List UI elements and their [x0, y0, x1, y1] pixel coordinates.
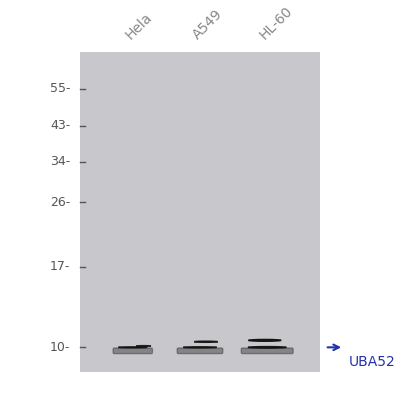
- Text: HL-60: HL-60: [257, 4, 296, 42]
- FancyBboxPatch shape: [177, 348, 223, 354]
- Text: UBA52: UBA52: [349, 355, 396, 369]
- Text: 17-: 17-: [50, 260, 70, 273]
- Text: 43-: 43-: [50, 120, 70, 132]
- Text: A549: A549: [190, 7, 225, 42]
- Ellipse shape: [194, 341, 218, 342]
- Text: 55-: 55-: [50, 82, 70, 95]
- Text: Hela: Hela: [123, 10, 155, 42]
- FancyBboxPatch shape: [113, 348, 152, 354]
- Text: 34-: 34-: [50, 155, 70, 168]
- Ellipse shape: [118, 347, 147, 348]
- Ellipse shape: [248, 340, 281, 341]
- Ellipse shape: [248, 346, 286, 348]
- FancyBboxPatch shape: [241, 348, 293, 354]
- Text: 26-: 26-: [50, 196, 70, 209]
- Text: 10-: 10-: [50, 341, 70, 354]
- Ellipse shape: [183, 347, 217, 348]
